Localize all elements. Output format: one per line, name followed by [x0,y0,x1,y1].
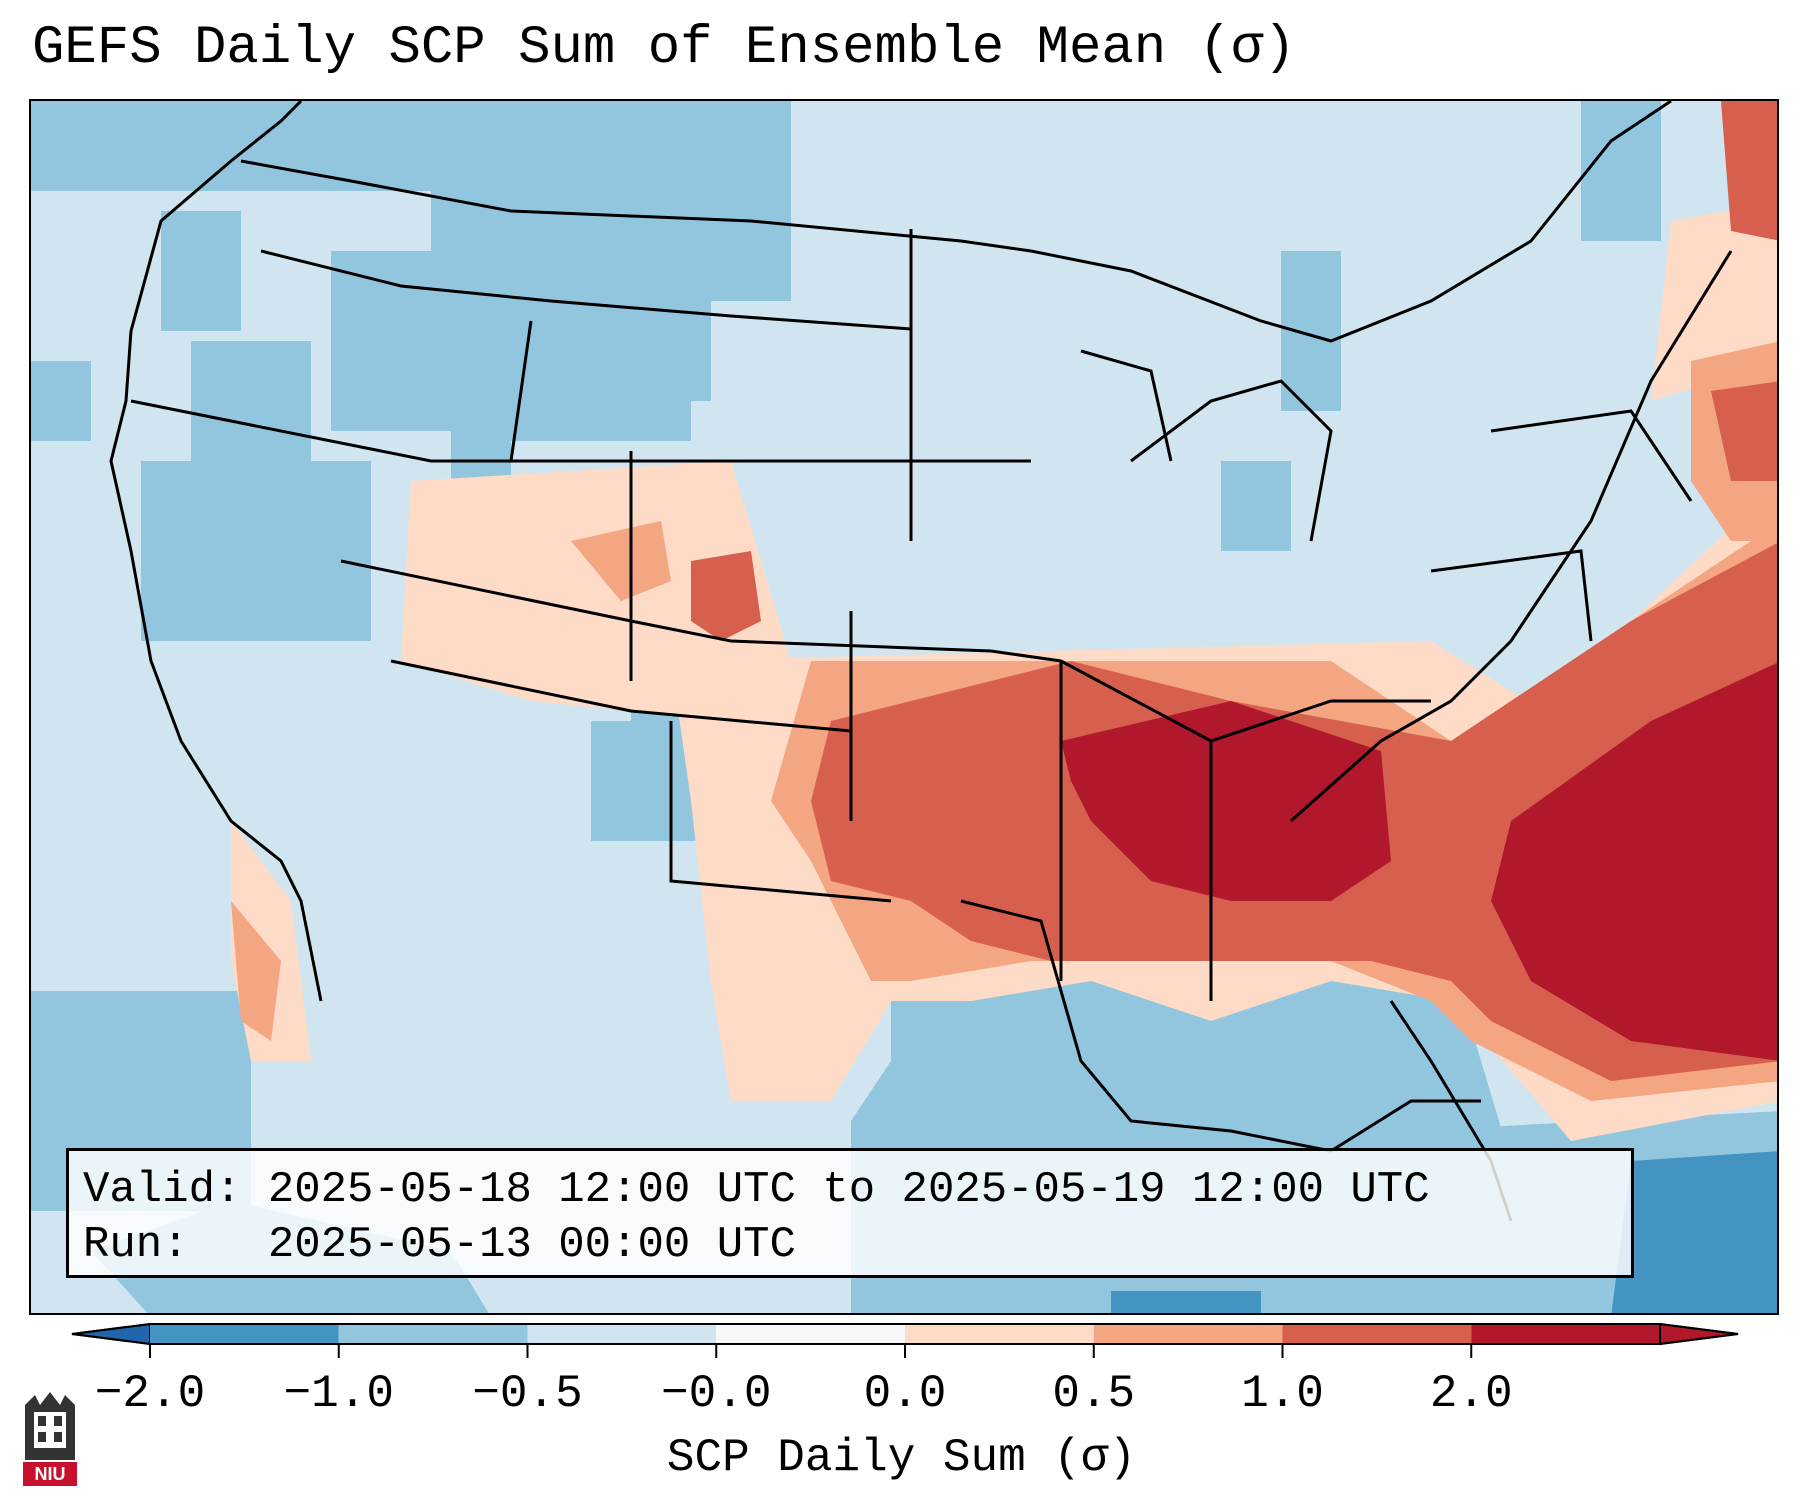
above-normal-extreme [1061,662,1777,1061]
colorbar-segment [338,1324,528,1344]
colorbar-tick-label: 1.0 [1241,1368,1324,1420]
colorbar-tick-label: −0.5 [472,1368,583,1420]
run-line: Run: 2025-05-13 00:00 UTC [83,1220,796,1270]
colorbar-tick-label: 2.0 [1429,1368,1513,1420]
colorbar [70,1320,1740,1373]
colorbar-tick-label: −1.0 [283,1368,394,1420]
colorbar-segment [905,1324,1094,1344]
borders [109,101,1733,1222]
colorbar-segment [716,1324,905,1344]
valid-run-box: Valid: 2025-05-18 12:00 UTC to 2025-05-1… [66,1148,1634,1278]
deep-below-regions [1111,1151,1777,1313]
colorbar-label: SCP Daily Sum (σ) [666,1432,1137,1484]
chart-title: GEFS Daily SCP Sum of Ensemble Mean (σ) [32,18,1296,79]
colorbar-segment [150,1324,339,1344]
colorbar-segment [527,1324,717,1344]
logo-text: NIU [35,1464,66,1484]
colorbar-segment [1093,1324,1283,1344]
niu-logo: NIU [20,1390,80,1495]
colorbar-segment [1471,1324,1660,1344]
colorbar-tick-label: 0.5 [1052,1368,1136,1420]
colorbar-tick-label: −0.0 [661,1368,772,1420]
colorbar-tick-label: −2.0 [94,1368,206,1420]
scp-map [29,99,1779,1315]
colorbar-under-extension [71,1322,151,1346]
colorbar-segment [1282,1324,1472,1344]
valid-line: Valid: 2025-05-18 12:00 UTC to 2025-05-1… [83,1165,1430,1215]
colorbar-over-extension [1659,1322,1739,1346]
colorbar-tick-label: 0.0 [863,1368,947,1420]
colorbar-svg [71,1322,1739,1358]
